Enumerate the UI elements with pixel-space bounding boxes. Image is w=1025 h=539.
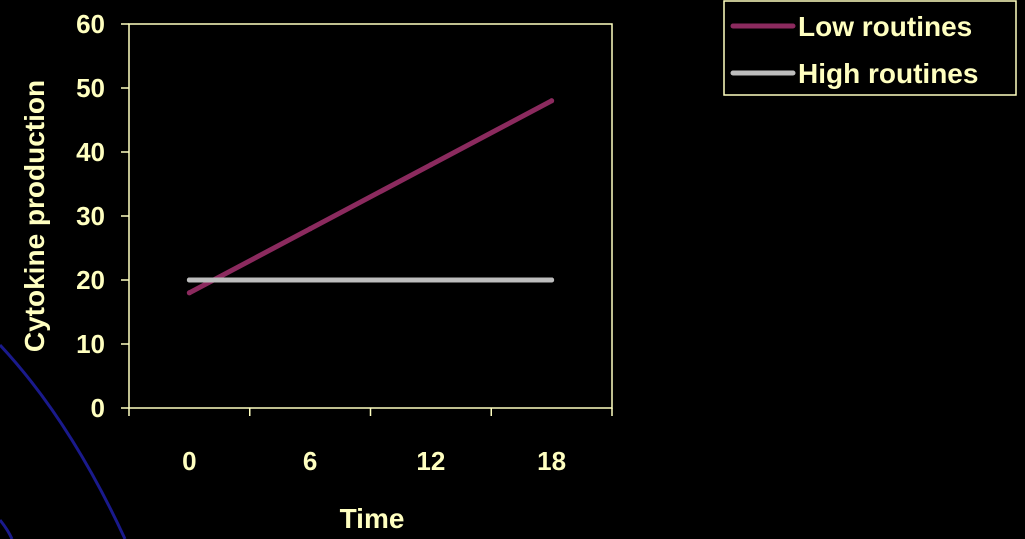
data-point bbox=[307, 277, 313, 283]
legend-label: High routines bbox=[798, 58, 978, 89]
y-axis-title: Cytokine production bbox=[19, 80, 50, 352]
legend-label: Low routines bbox=[798, 11, 972, 42]
y-tick-label: 50 bbox=[76, 73, 105, 103]
plot-frame bbox=[128, 23, 613, 409]
x-tick-label: 6 bbox=[303, 446, 317, 476]
decorative-arc bbox=[0, 343, 127, 539]
x-tick-label: 0 bbox=[182, 446, 196, 476]
x-tick-label: 12 bbox=[416, 446, 445, 476]
data-point bbox=[549, 277, 555, 283]
plot-area bbox=[128, 23, 613, 409]
data-point bbox=[428, 162, 434, 168]
data-point bbox=[307, 226, 313, 232]
y-tick-label: 20 bbox=[76, 265, 105, 295]
y-tick-label: 30 bbox=[76, 201, 105, 231]
series-line-low-routines bbox=[186, 98, 555, 296]
data-point bbox=[428, 277, 434, 283]
x-tick-label: 18 bbox=[537, 446, 566, 476]
x-axis-ticks: 0 6 12 18 bbox=[128, 408, 613, 476]
y-tick-label: 40 bbox=[76, 137, 105, 167]
data-point bbox=[186, 290, 192, 296]
x-axis-title: Time bbox=[340, 503, 405, 534]
data-point bbox=[186, 277, 192, 283]
y-axis-ticks: 0 10 20 30 40 50 60 bbox=[76, 9, 129, 423]
legend-box bbox=[723, 0, 1017, 96]
series-layer bbox=[186, 98, 555, 296]
decorative-arc-2 bbox=[0, 519, 14, 539]
y-tick-label: 10 bbox=[76, 329, 105, 359]
data-point bbox=[549, 98, 555, 104]
y-tick-label: 60 bbox=[76, 9, 105, 39]
y-tick-label: 0 bbox=[91, 393, 105, 423]
legend: Low routines High routines bbox=[723, 0, 1017, 96]
